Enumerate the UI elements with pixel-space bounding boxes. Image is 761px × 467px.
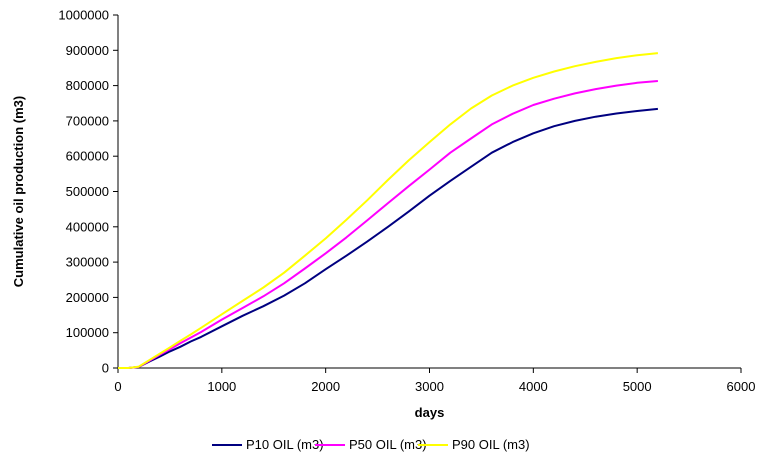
x-tick-label: 5000 [623, 379, 652, 394]
legend-label-p10: P10 OIL (m3) [246, 437, 324, 452]
y-tick-label: 100000 [66, 325, 109, 340]
y-tick-label: 400000 [66, 219, 109, 234]
series-line-p10 [118, 107, 659, 369]
series-layer [118, 52, 659, 369]
x-tick-label: 0 [114, 379, 121, 394]
y-axis-title: Cumulative oil production (m3) [11, 96, 26, 287]
y-tick-label: 300000 [66, 255, 109, 270]
x-tick-label: 4000 [519, 379, 548, 394]
legend-label-p90: P90 OIL (m3) [452, 437, 530, 452]
series-line-p90 [118, 52, 659, 369]
y-axis: 0 100000 200000 300000 400000 500000 600000 700… [58, 8, 119, 376]
y-tick-label: 500000 [66, 184, 109, 199]
y-tick-label: 600000 [66, 149, 109, 164]
legend-label-p50: P50 OIL (m3) [349, 437, 427, 452]
x-tick-label: 2000 [311, 379, 340, 394]
series-line-p50 [118, 80, 658, 369]
y-tick-label: 700000 [66, 113, 109, 128]
y-tick-label: 1000000 [58, 8, 109, 23]
x-tick-label: 6000 [727, 379, 756, 394]
y-tick-label: 200000 [66, 290, 109, 305]
x-tick-label: 1000 [207, 379, 236, 394]
y-tick-label: 0 [102, 361, 109, 376]
x-tick-label: 3000 [415, 379, 444, 394]
x-axis: 0 1000 2000 3000 4000 5000 6000 [114, 367, 756, 394]
x-axis-title: days [415, 405, 445, 420]
y-tick-label: 900000 [66, 43, 109, 58]
legend: P10 OIL (m3) P50 OIL (m3) P90 OIL (m3) [212, 437, 530, 452]
y-tick-label: 800000 [66, 78, 109, 93]
